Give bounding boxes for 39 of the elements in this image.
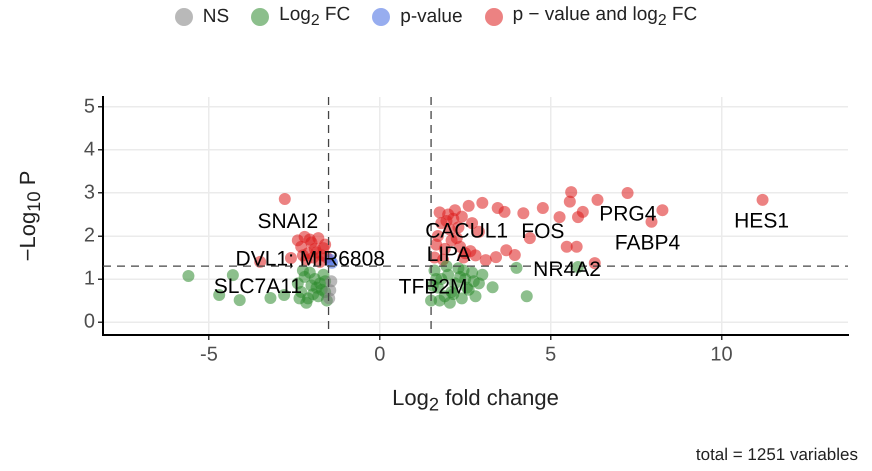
point	[458, 264, 470, 276]
point	[182, 270, 194, 282]
legend-label: Log$_{2}$ FC	[279, 4, 350, 30]
point	[486, 281, 499, 294]
legend-label: NS	[202, 6, 230, 28]
point	[470, 290, 482, 302]
y-tick-label: 0	[84, 310, 95, 333]
point	[307, 288, 320, 300]
legend-label: p − value and log$_{2}$ FC	[512, 4, 698, 30]
point	[444, 296, 456, 309]
annotation: NR4A2	[533, 258, 601, 281]
x-tick-label: -5	[200, 344, 218, 366]
x-axis-title: Log$_{2}$ fold change	[391, 385, 560, 416]
y-tick-label: 5	[84, 95, 95, 118]
y-tick-label: 2	[84, 224, 95, 247]
point	[520, 290, 533, 302]
annotation: HES1	[734, 210, 789, 233]
annotation: FOS	[521, 220, 564, 243]
point	[325, 275, 338, 288]
point	[476, 268, 488, 281]
y-tick-label: 1	[84, 268, 95, 290]
y-tick-label: 3	[84, 181, 95, 204]
point	[314, 277, 326, 290]
point	[323, 292, 336, 304]
y-tick-label: 4	[84, 138, 95, 160]
point	[510, 262, 523, 274]
text: total = 1251 variables	[696, 445, 858, 465]
x-tick-label: 10	[710, 344, 733, 366]
point	[234, 294, 246, 306]
annotation: SLC7A11	[214, 274, 302, 298]
annotation: PRG4	[599, 202, 657, 226]
point	[294, 292, 306, 304]
x-tick-label: 5	[545, 344, 556, 366]
annotation: SNAI2	[257, 210, 318, 233]
annotation: LIPA	[426, 243, 471, 266]
legend-label: p-value	[400, 6, 463, 28]
annotation: FABP4	[614, 232, 680, 255]
x-tick-label: 0	[374, 344, 386, 366]
point	[468, 275, 480, 288]
